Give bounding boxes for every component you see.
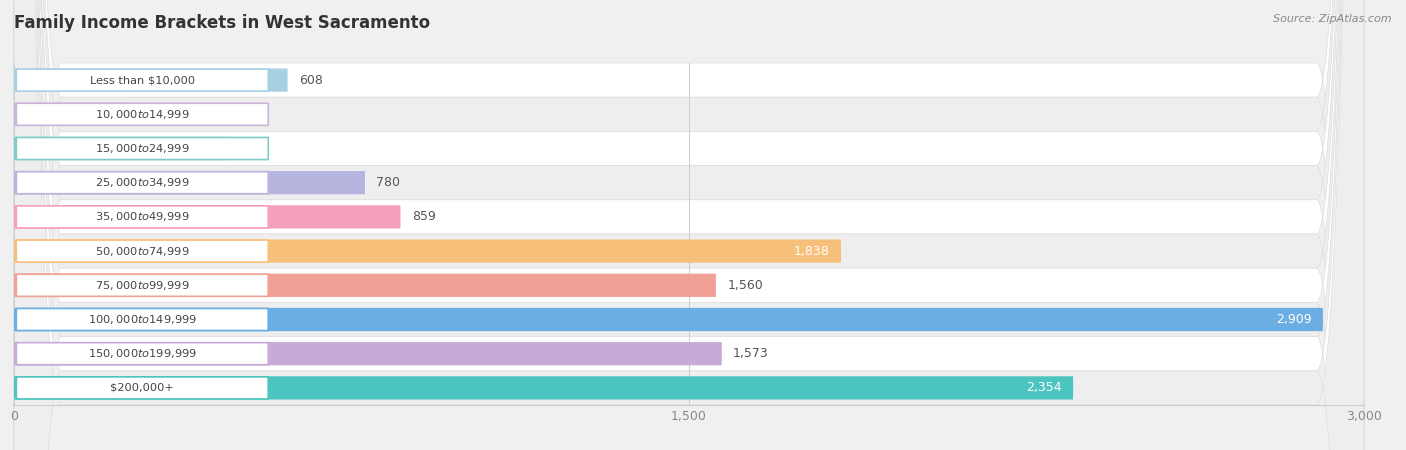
FancyBboxPatch shape	[14, 239, 841, 263]
Text: $50,000 to $74,999: $50,000 to $74,999	[96, 245, 190, 257]
Text: 1,573: 1,573	[733, 347, 769, 360]
Text: $200,000+: $200,000+	[111, 383, 174, 393]
FancyBboxPatch shape	[14, 103, 127, 126]
Text: $15,000 to $24,999: $15,000 to $24,999	[96, 142, 190, 155]
Text: $75,000 to $99,999: $75,000 to $99,999	[96, 279, 190, 292]
FancyBboxPatch shape	[14, 0, 1364, 450]
FancyBboxPatch shape	[17, 377, 269, 399]
FancyBboxPatch shape	[17, 308, 269, 331]
Text: Family Income Brackets in West Sacramento: Family Income Brackets in West Sacrament…	[14, 14, 430, 32]
FancyBboxPatch shape	[17, 69, 269, 91]
FancyBboxPatch shape	[17, 171, 269, 194]
FancyBboxPatch shape	[14, 308, 1323, 331]
Text: Source: ZipAtlas.com: Source: ZipAtlas.com	[1274, 14, 1392, 23]
FancyBboxPatch shape	[17, 342, 269, 365]
FancyBboxPatch shape	[14, 68, 288, 92]
FancyBboxPatch shape	[17, 240, 269, 262]
Text: 780: 780	[377, 176, 401, 189]
Text: 1,560: 1,560	[727, 279, 763, 292]
Text: 251: 251	[138, 108, 162, 121]
FancyBboxPatch shape	[17, 206, 269, 228]
FancyBboxPatch shape	[14, 137, 228, 160]
Text: $100,000 to $149,999: $100,000 to $149,999	[87, 313, 197, 326]
FancyBboxPatch shape	[17, 274, 269, 297]
Text: $150,000 to $199,999: $150,000 to $199,999	[87, 347, 197, 360]
FancyBboxPatch shape	[17, 137, 269, 160]
Text: $25,000 to $34,999: $25,000 to $34,999	[96, 176, 190, 189]
FancyBboxPatch shape	[14, 0, 1364, 450]
Text: 1,838: 1,838	[794, 245, 830, 257]
Text: 608: 608	[299, 74, 323, 86]
FancyBboxPatch shape	[14, 274, 716, 297]
Text: 476: 476	[239, 142, 263, 155]
FancyBboxPatch shape	[14, 0, 1364, 450]
FancyBboxPatch shape	[17, 103, 269, 126]
FancyBboxPatch shape	[14, 0, 1364, 450]
Text: Less than $10,000: Less than $10,000	[90, 75, 195, 85]
Text: $10,000 to $14,999: $10,000 to $14,999	[96, 108, 190, 121]
FancyBboxPatch shape	[14, 205, 401, 229]
FancyBboxPatch shape	[14, 0, 1364, 450]
FancyBboxPatch shape	[14, 171, 366, 194]
FancyBboxPatch shape	[14, 0, 1364, 450]
FancyBboxPatch shape	[14, 0, 1364, 450]
Text: 2,909: 2,909	[1277, 313, 1312, 326]
Text: 859: 859	[412, 211, 436, 223]
FancyBboxPatch shape	[14, 0, 1364, 450]
FancyBboxPatch shape	[14, 0, 1364, 450]
FancyBboxPatch shape	[14, 376, 1073, 400]
Text: $35,000 to $49,999: $35,000 to $49,999	[96, 211, 190, 223]
FancyBboxPatch shape	[14, 342, 721, 365]
FancyBboxPatch shape	[14, 0, 1364, 450]
Text: 2,354: 2,354	[1026, 382, 1062, 394]
